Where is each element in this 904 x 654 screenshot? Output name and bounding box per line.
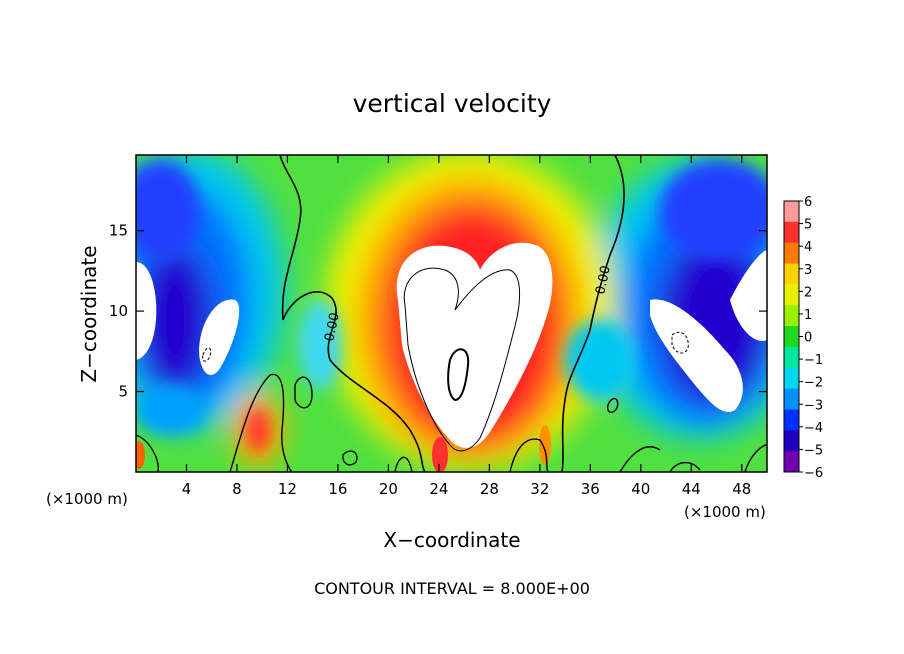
colorbar-segment <box>784 346 799 369</box>
x-tick-label: 40 <box>631 480 650 498</box>
plot-frame <box>135 154 768 473</box>
updraft-inner-contour <box>403 267 521 452</box>
contour-bottom-right <box>619 444 767 472</box>
colorbar-segment <box>784 242 799 265</box>
colorbar-segment <box>784 305 799 327</box>
x-tick-label: 16 <box>328 480 347 498</box>
colorbar-segment <box>784 284 799 306</box>
y-axis-label: Z−coordinate <box>77 245 101 382</box>
left-downdraft-white <box>199 299 240 376</box>
colorbar-tick-label: 0 <box>804 331 812 346</box>
updraft-core-contour <box>447 348 470 402</box>
x-unit-left: (×1000 m) <box>46 490 128 508</box>
x-unit-right: (×1000 m) <box>684 503 766 521</box>
colorbar-tick-label: −3 <box>804 398 823 413</box>
colorbar-tick-label: 1 <box>804 308 812 323</box>
x-tick-label: 12 <box>278 480 297 498</box>
top-right-blue <box>660 160 767 260</box>
chart-title: vertical velocity <box>353 89 552 118</box>
zero-contour-left <box>279 155 426 472</box>
contour-lines <box>136 155 767 472</box>
mid-cyan-patch <box>298 300 342 390</box>
small-updraft-inner <box>246 408 270 452</box>
bottom-spike-left <box>432 437 448 472</box>
x-tick-label: 48 <box>732 480 751 498</box>
heatmap-field <box>136 155 767 472</box>
left-dashed-contour <box>202 347 212 362</box>
top-left-blue <box>136 160 200 260</box>
right-edge-white <box>730 250 767 341</box>
bottom-spike-right <box>539 425 551 465</box>
x-tick-label: 28 <box>480 480 499 498</box>
y-tick-label: 15 <box>109 222 128 240</box>
x-tick-label: 32 <box>530 480 549 498</box>
x-tick-label: 4 <box>182 480 192 498</box>
x-tick-label: 8 <box>232 480 242 498</box>
right-cyan-patch <box>565 320 635 400</box>
colorbar-tick-label: 3 <box>804 263 812 278</box>
colorbar-segment <box>784 221 799 244</box>
left-lower-cyan <box>136 385 205 435</box>
y-tick-label: 5 <box>118 383 128 401</box>
colorbar-segment <box>784 430 799 452</box>
colorbar-segment <box>784 263 799 285</box>
colorbar-segment <box>784 326 799 348</box>
contour-left-updraft <box>229 373 293 472</box>
colorbar: 6 5 4 3 2 1 0 −1 −2 −3 −4 −5 −6 <box>783 195 823 481</box>
colorbar-tick-label: −6 <box>804 466 823 481</box>
contour-mid-loop <box>294 376 313 409</box>
x-axis: 4 8 12 16 20 24 28 32 36 40 44 48 <box>182 155 751 498</box>
colorbar-segment <box>784 201 799 223</box>
colorbar-tick-label: −1 <box>804 353 823 368</box>
y-tick-label: 10 <box>109 302 128 320</box>
right-downdraft-white <box>650 299 743 412</box>
contour-label-right: 0.00 <box>593 264 614 295</box>
colorbar-tick-label: 4 <box>804 240 812 255</box>
contour-label-left: 0.00 <box>322 311 343 342</box>
zero-contour-right <box>561 155 625 472</box>
left-downdraft-inner <box>137 245 213 395</box>
updraft-core-white <box>396 242 553 448</box>
colorbar-segment <box>784 388 799 410</box>
y-axis: 5 10 15 <box>109 222 767 401</box>
colorbar-tick-label: 5 <box>804 218 812 233</box>
colorbar-tick-label: −2 <box>804 376 823 391</box>
contour-left-blob <box>136 434 159 472</box>
colorbar-segment <box>784 409 799 431</box>
contour-bottom-mid <box>394 438 549 472</box>
x-axis-label: X−coordinate <box>383 528 520 552</box>
contour-mid-loop2 <box>342 450 358 466</box>
colorbar-segment <box>784 451 799 473</box>
x-tick-label: 20 <box>379 480 398 498</box>
contour-right-loop <box>606 397 619 413</box>
colorbar-tick-label: −5 <box>804 443 823 458</box>
x-tick-label: 44 <box>682 480 701 498</box>
colorbar-tick-label: 2 <box>804 285 812 300</box>
colorbar-tick-label: −4 <box>804 421 823 436</box>
contour-interval-note: CONTOUR INTERVAL = 8.000E+00 <box>314 579 590 598</box>
colorbar-tick-label: 6 <box>804 195 812 210</box>
x-tick-label: 24 <box>429 480 448 498</box>
left-corner-red <box>136 441 145 469</box>
x-tick-label: 36 <box>581 480 600 498</box>
colorbar-segment <box>784 367 799 390</box>
left-edge-white <box>136 262 157 360</box>
